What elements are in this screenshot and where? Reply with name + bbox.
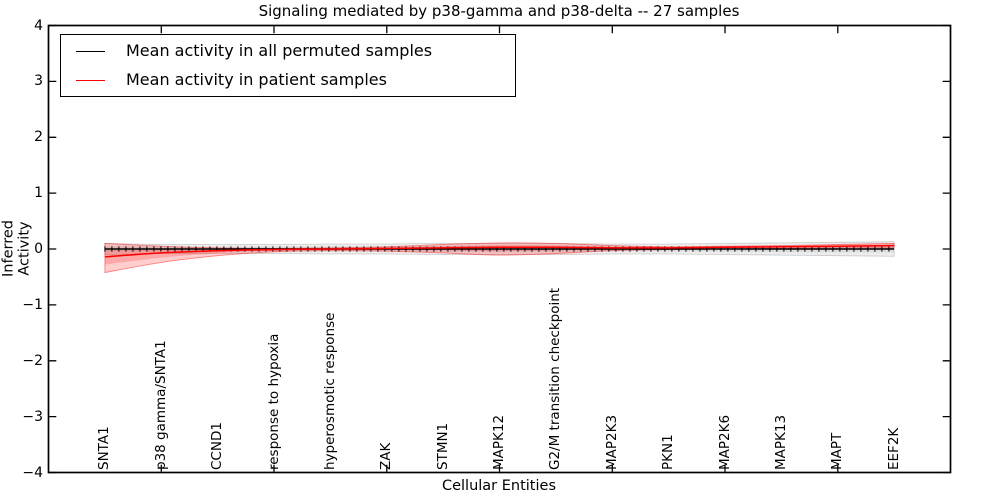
x-tick-label: STMN1 [434, 422, 451, 470]
x-tick-label: PKN1 [660, 433, 677, 470]
legend-line-patient-icon [76, 79, 105, 81]
x-tick-label: MAP2K6 [716, 414, 733, 470]
y-tick-label: 2 [34, 129, 43, 146]
axis-ticks [49, 24, 950, 474]
y-tick-label: −1 [22, 296, 43, 313]
x-tick-label: MAPK13 [772, 414, 789, 470]
y-tick-label: 0 [34, 241, 43, 257]
legend-row-permuted: Mean activity in all permuted samples [61, 38, 515, 64]
y-tick-label: 4 [34, 17, 43, 34]
confidence-band-patient-outer [104, 242, 895, 274]
x-tick-label: ZAK [378, 442, 395, 470]
x-tick-label: response to hypoxia [265, 333, 282, 470]
axes-spines [47, 24, 952, 474]
y-axis-label: Inferred Activity [0, 220, 33, 277]
x-tick-label: CCND1 [209, 421, 226, 470]
legend-label-permuted: Mean activity in all permuted samples [126, 41, 433, 60]
x-axis-label: Cellular Entities [441, 478, 557, 494]
y-tick-label: −4 [22, 464, 43, 481]
x-tick-label: MAPK12 [491, 414, 507, 470]
x-tick-label: p38 gamma/SNTA1 [152, 339, 169, 470]
x-tick-label: MAP2K3 [603, 414, 620, 470]
x-tick-label: SNTA1 [96, 425, 113, 470]
y-tick-label: 1 [34, 185, 43, 202]
x-tick-label: MAPT [829, 432, 846, 470]
x-tick-label: EEF2K [885, 427, 902, 470]
legend-row-patient: Mean activity in patient samples [61, 67, 515, 93]
x-tick-label: G2/M transition checkpoint [547, 287, 564, 470]
legend: Mean activity in all permuted samples Me… [60, 34, 516, 97]
series-line-patient [104, 244, 895, 258]
legend-label-patient: Mean activity in patient samples [126, 70, 387, 89]
y-tick-label: −3 [22, 408, 43, 425]
legend-line-permuted-icon [76, 50, 105, 52]
chart-title: Signaling mediated by p38-gamma and p38-… [258, 2, 740, 20]
y-tick-label: −2 [22, 352, 43, 369]
x-tick-label: hyperosmotic response [321, 312, 338, 470]
y-tick-label: 3 [34, 73, 43, 90]
